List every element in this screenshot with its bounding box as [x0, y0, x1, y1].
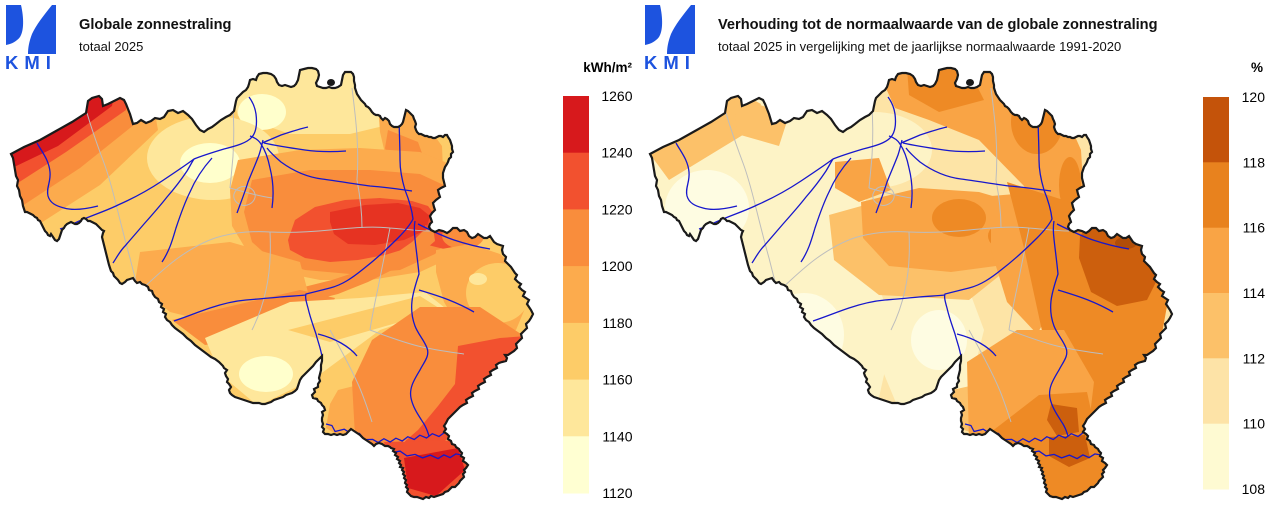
svg-text:118: 118 — [1243, 154, 1266, 170]
svg-text:120: 120 — [1242, 89, 1266, 105]
svg-text:116: 116 — [1243, 220, 1266, 236]
svg-text:108: 108 — [1242, 481, 1266, 497]
svg-text:1180: 1180 — [602, 315, 632, 331]
svg-text:kWh/m²: kWh/m² — [583, 60, 632, 75]
svg-text:1120: 1120 — [602, 485, 632, 501]
svg-text:1240: 1240 — [601, 145, 632, 161]
svg-text:KMI: KMI — [5, 52, 57, 73]
svg-text:1260: 1260 — [601, 88, 632, 104]
svg-text:114: 114 — [1243, 285, 1266, 301]
svg-text:1160: 1160 — [602, 372, 632, 388]
svg-text:%: % — [1251, 60, 1263, 75]
svg-text:110: 110 — [1243, 416, 1266, 432]
svg-text:1200: 1200 — [601, 258, 632, 274]
svg-text:KMI: KMI — [644, 52, 696, 73]
svg-text:112: 112 — [1243, 350, 1266, 366]
svg-text:1140: 1140 — [602, 428, 632, 444]
svg-text:1220: 1220 — [601, 201, 632, 217]
